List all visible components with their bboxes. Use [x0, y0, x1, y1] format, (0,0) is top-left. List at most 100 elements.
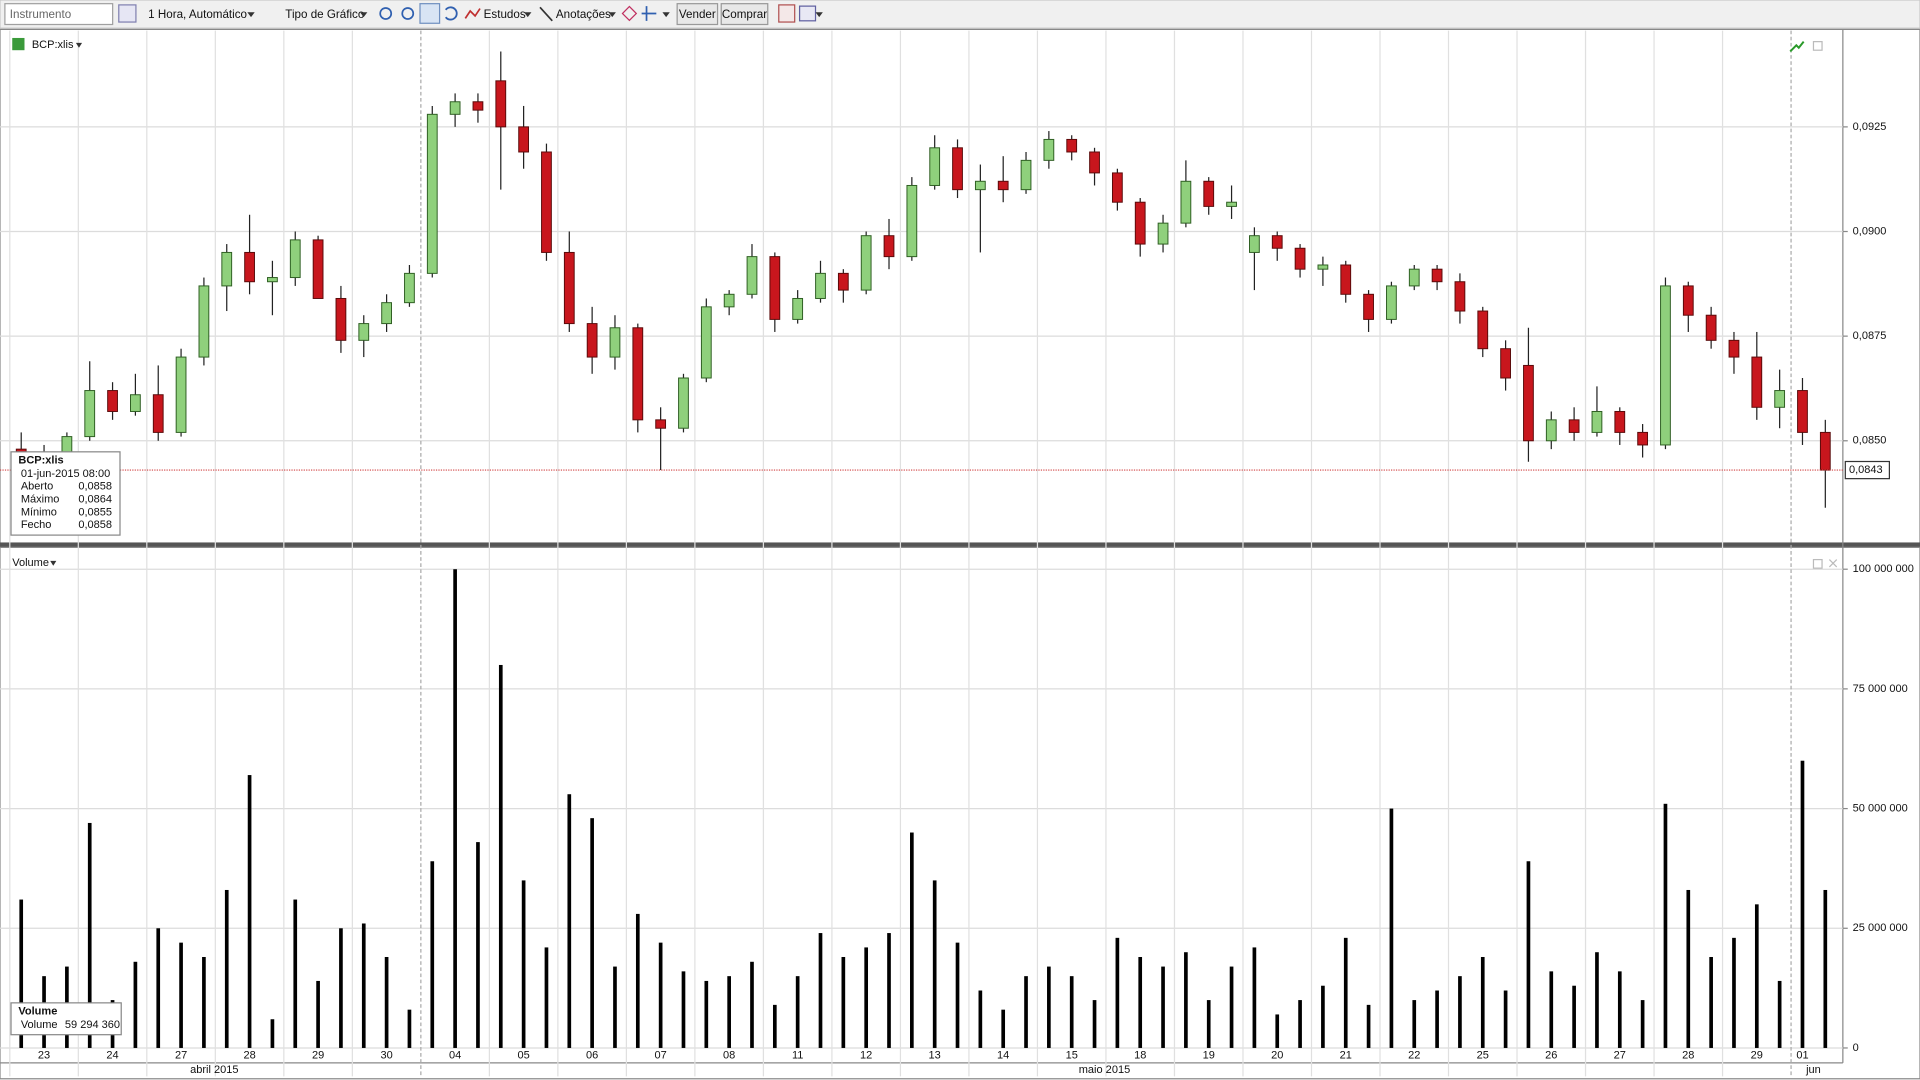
candle-body	[221, 251, 233, 287]
volume-bar	[179, 942, 183, 1048]
volume-bar	[1572, 985, 1576, 1048]
tooltip-row-value: 0,0864	[78, 493, 112, 505]
volume-bar	[681, 971, 686, 1048]
studies-icon	[464, 8, 481, 19]
x-tick-label: 15	[1066, 1049, 1078, 1061]
dropdown-arrow	[662, 12, 670, 18]
candle-body	[1660, 285, 1671, 446]
tooltip-title: BCP:xlis	[18, 454, 63, 466]
x-tick-label: 28	[243, 1049, 255, 1061]
volume-pane	[0, 546, 1920, 1080]
sell-button[interactable]	[676, 3, 719, 26]
x-tick-label: 01	[1796, 1049, 1808, 1061]
volume-bar	[750, 961, 754, 1048]
maximize-button[interactable]	[1812, 558, 1823, 569]
undo-button[interactable]	[444, 6, 458, 21]
trend-icon	[1789, 41, 1805, 53]
candle-body	[655, 419, 667, 429]
tooltip-title: Volume	[18, 1005, 57, 1017]
candle-body	[1637, 431, 1649, 446]
tooltip-row-value: 59 294 360	[65, 1019, 120, 1031]
volume-bar	[1024, 976, 1028, 1048]
close-button[interactable]	[1828, 559, 1838, 568]
maximize-button[interactable]	[1812, 41, 1823, 51]
sell-button-label: Vender	[679, 8, 716, 21]
x-tick-label: 12	[860, 1049, 872, 1061]
export-button[interactable]	[778, 4, 796, 23]
studies-icon[interactable]	[118, 4, 137, 23]
volume-bar	[1069, 976, 1074, 1048]
candle-body	[541, 151, 552, 253]
x-tick-label: 11	[792, 1049, 803, 1061]
candle-body	[152, 394, 164, 433]
interval-dropdown[interactable]: 1 Hora, Automático	[148, 8, 247, 21]
volume-bar	[133, 961, 138, 1048]
buy-button[interactable]	[720, 3, 769, 26]
volume-bar	[1229, 966, 1234, 1048]
candle-body	[130, 394, 141, 412]
zoom-in-button[interactable]	[379, 7, 393, 20]
volume-bar	[316, 980, 320, 1048]
volume-bar	[1732, 937, 1736, 1048]
candle-body	[1089, 151, 1100, 174]
x-group-label: abril 2015	[190, 1064, 238, 1076]
y-tick-label: 0,0900	[1853, 225, 1887, 237]
candle-body	[335, 297, 347, 341]
volume-bar	[887, 933, 891, 1048]
price-pane-title[interactable]: BCP:xlis	[32, 39, 74, 51]
y-tick-label: 25 000 000	[1853, 922, 1908, 934]
zoom-fit-button[interactable]	[419, 3, 441, 24]
candle-body	[1408, 268, 1420, 287]
last-price-label: 0,0843	[1849, 464, 1883, 476]
volume-bar	[1161, 966, 1165, 1048]
candle-body	[883, 235, 895, 258]
volume-pane-title[interactable]: Volume	[12, 557, 49, 569]
instrument-icon	[12, 37, 25, 51]
volume-bar	[1206, 1000, 1211, 1048]
volume-bar	[1526, 861, 1531, 1048]
candle-body	[1431, 268, 1443, 283]
print-button[interactable]	[798, 5, 817, 22]
x-tick-label: 29	[1751, 1049, 1763, 1061]
instrument-input[interactable]	[4, 3, 114, 26]
candle-body	[198, 285, 210, 358]
volume-bar	[476, 842, 480, 1048]
candle-body	[1477, 310, 1489, 350]
chart-type-dropdown[interactable]: Tipo de Gráfico	[285, 8, 364, 21]
pane-splitter[interactable]	[0, 542, 1920, 548]
volume-bar	[1617, 971, 1622, 1048]
x-tick-label: 20	[1271, 1049, 1283, 1061]
candle-body	[1454, 281, 1466, 312]
volume-bar	[453, 569, 457, 1048]
x-tick-label: 04	[449, 1049, 461, 1061]
tooltip-datetime: 01-jun-2015 08:00	[21, 468, 110, 480]
volume-bar	[1686, 889, 1691, 1048]
volume-bar	[498, 664, 503, 1048]
volume-bar	[1001, 1009, 1006, 1048]
annotations-dropdown[interactable]: Anotações	[556, 8, 611, 21]
candle-body	[609, 327, 621, 358]
studies-dropdown[interactable]: Estudos	[484, 8, 526, 21]
volume-bar	[1366, 1004, 1371, 1048]
candle-body	[244, 251, 255, 283]
x-tick-label: 25	[1477, 1049, 1489, 1061]
candle-body	[1523, 364, 1534, 442]
volume-bar	[1435, 990, 1439, 1048]
buy-button-label: Comprar	[722, 8, 767, 21]
tooltip-box	[10, 1002, 122, 1036]
eraser-button[interactable]	[621, 5, 638, 22]
volume-bar	[1777, 980, 1782, 1048]
zoom-out-button[interactable]	[401, 7, 415, 20]
candle-body	[358, 323, 370, 341]
volume-bar	[978, 990, 983, 1048]
x-tick-label: 22	[1408, 1049, 1420, 1061]
candle-body	[1591, 410, 1603, 433]
volume-bar	[293, 899, 298, 1048]
volume-bar	[1754, 904, 1759, 1048]
volume-bar	[1800, 760, 1805, 1048]
dropdown-arrow	[815, 12, 823, 18]
x-group-label: maio 2015	[1079, 1064, 1130, 1076]
candle-body	[1134, 201, 1146, 245]
crosshair-button[interactable]	[641, 6, 657, 21]
